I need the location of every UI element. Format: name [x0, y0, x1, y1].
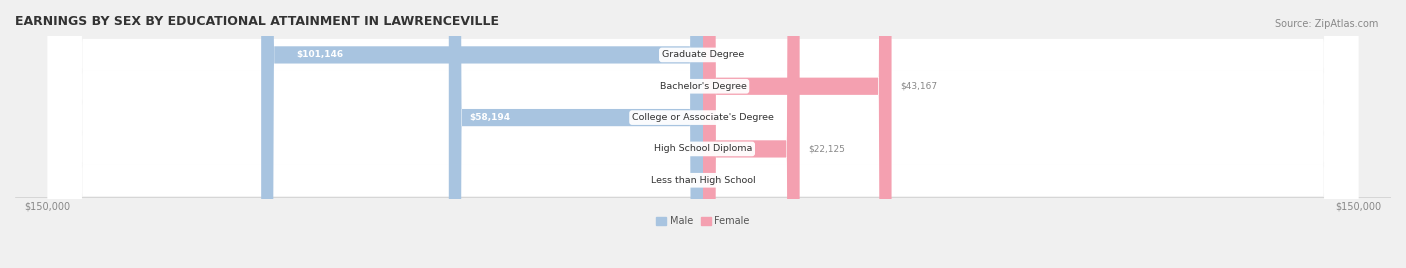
Text: $0: $0 — [711, 113, 723, 122]
Text: Bachelor's Degree: Bachelor's Degree — [659, 82, 747, 91]
Text: $0: $0 — [711, 176, 723, 185]
Text: High School Diploma: High School Diploma — [654, 144, 752, 153]
FancyBboxPatch shape — [48, 0, 1358, 268]
FancyBboxPatch shape — [48, 0, 1358, 268]
FancyBboxPatch shape — [449, 0, 703, 268]
Text: $0: $0 — [683, 176, 695, 185]
Text: $43,167: $43,167 — [900, 82, 938, 91]
FancyBboxPatch shape — [48, 0, 1358, 268]
Text: Graduate Degree: Graduate Degree — [662, 50, 744, 59]
Text: $0: $0 — [683, 82, 695, 91]
Text: Source: ZipAtlas.com: Source: ZipAtlas.com — [1274, 19, 1378, 29]
FancyBboxPatch shape — [703, 0, 800, 268]
Text: EARNINGS BY SEX BY EDUCATIONAL ATTAINMENT IN LAWRENCEVILLE: EARNINGS BY SEX BY EDUCATIONAL ATTAINMEN… — [15, 15, 499, 28]
Text: $58,194: $58,194 — [470, 113, 510, 122]
Text: $101,146: $101,146 — [297, 50, 343, 59]
FancyBboxPatch shape — [48, 0, 1358, 268]
Text: $0: $0 — [683, 144, 695, 153]
FancyBboxPatch shape — [703, 0, 891, 268]
FancyBboxPatch shape — [48, 0, 1358, 268]
Legend: Male, Female: Male, Female — [652, 212, 754, 230]
Text: $0: $0 — [711, 50, 723, 59]
FancyBboxPatch shape — [262, 0, 703, 268]
Text: Less than High School: Less than High School — [651, 176, 755, 185]
Text: College or Associate's Degree: College or Associate's Degree — [633, 113, 773, 122]
Text: $22,125: $22,125 — [808, 144, 845, 153]
